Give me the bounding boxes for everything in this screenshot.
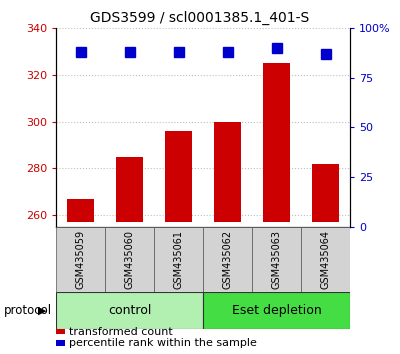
Text: protocol: protocol <box>4 304 52 317</box>
Bar <box>105 227 154 292</box>
Bar <box>214 122 241 222</box>
Bar <box>203 227 252 292</box>
Text: GSM435059: GSM435059 <box>76 230 86 289</box>
Bar <box>203 292 350 329</box>
Text: Eset depletion: Eset depletion <box>232 304 321 317</box>
Text: GSM435060: GSM435060 <box>124 230 134 289</box>
Bar <box>56 292 203 329</box>
Text: transformed count: transformed count <box>69 327 172 337</box>
Bar <box>263 63 290 222</box>
Bar <box>67 199 94 222</box>
Text: GDS3599 / scl0001385.1_401-S: GDS3599 / scl0001385.1_401-S <box>90 11 310 25</box>
Bar <box>56 227 105 292</box>
Bar <box>165 131 192 222</box>
Bar <box>252 227 301 292</box>
Text: GSM435062: GSM435062 <box>222 230 232 289</box>
Text: GSM435061: GSM435061 <box>174 230 184 289</box>
Bar <box>116 156 143 222</box>
Text: control: control <box>108 304 151 317</box>
Bar <box>154 227 203 292</box>
Text: ▶: ▶ <box>38 306 46 316</box>
Text: GSM435063: GSM435063 <box>272 230 282 289</box>
Text: GSM435064: GSM435064 <box>320 230 330 289</box>
Bar <box>301 227 350 292</box>
Text: percentile rank within the sample: percentile rank within the sample <box>69 338 257 348</box>
Bar <box>312 164 339 222</box>
